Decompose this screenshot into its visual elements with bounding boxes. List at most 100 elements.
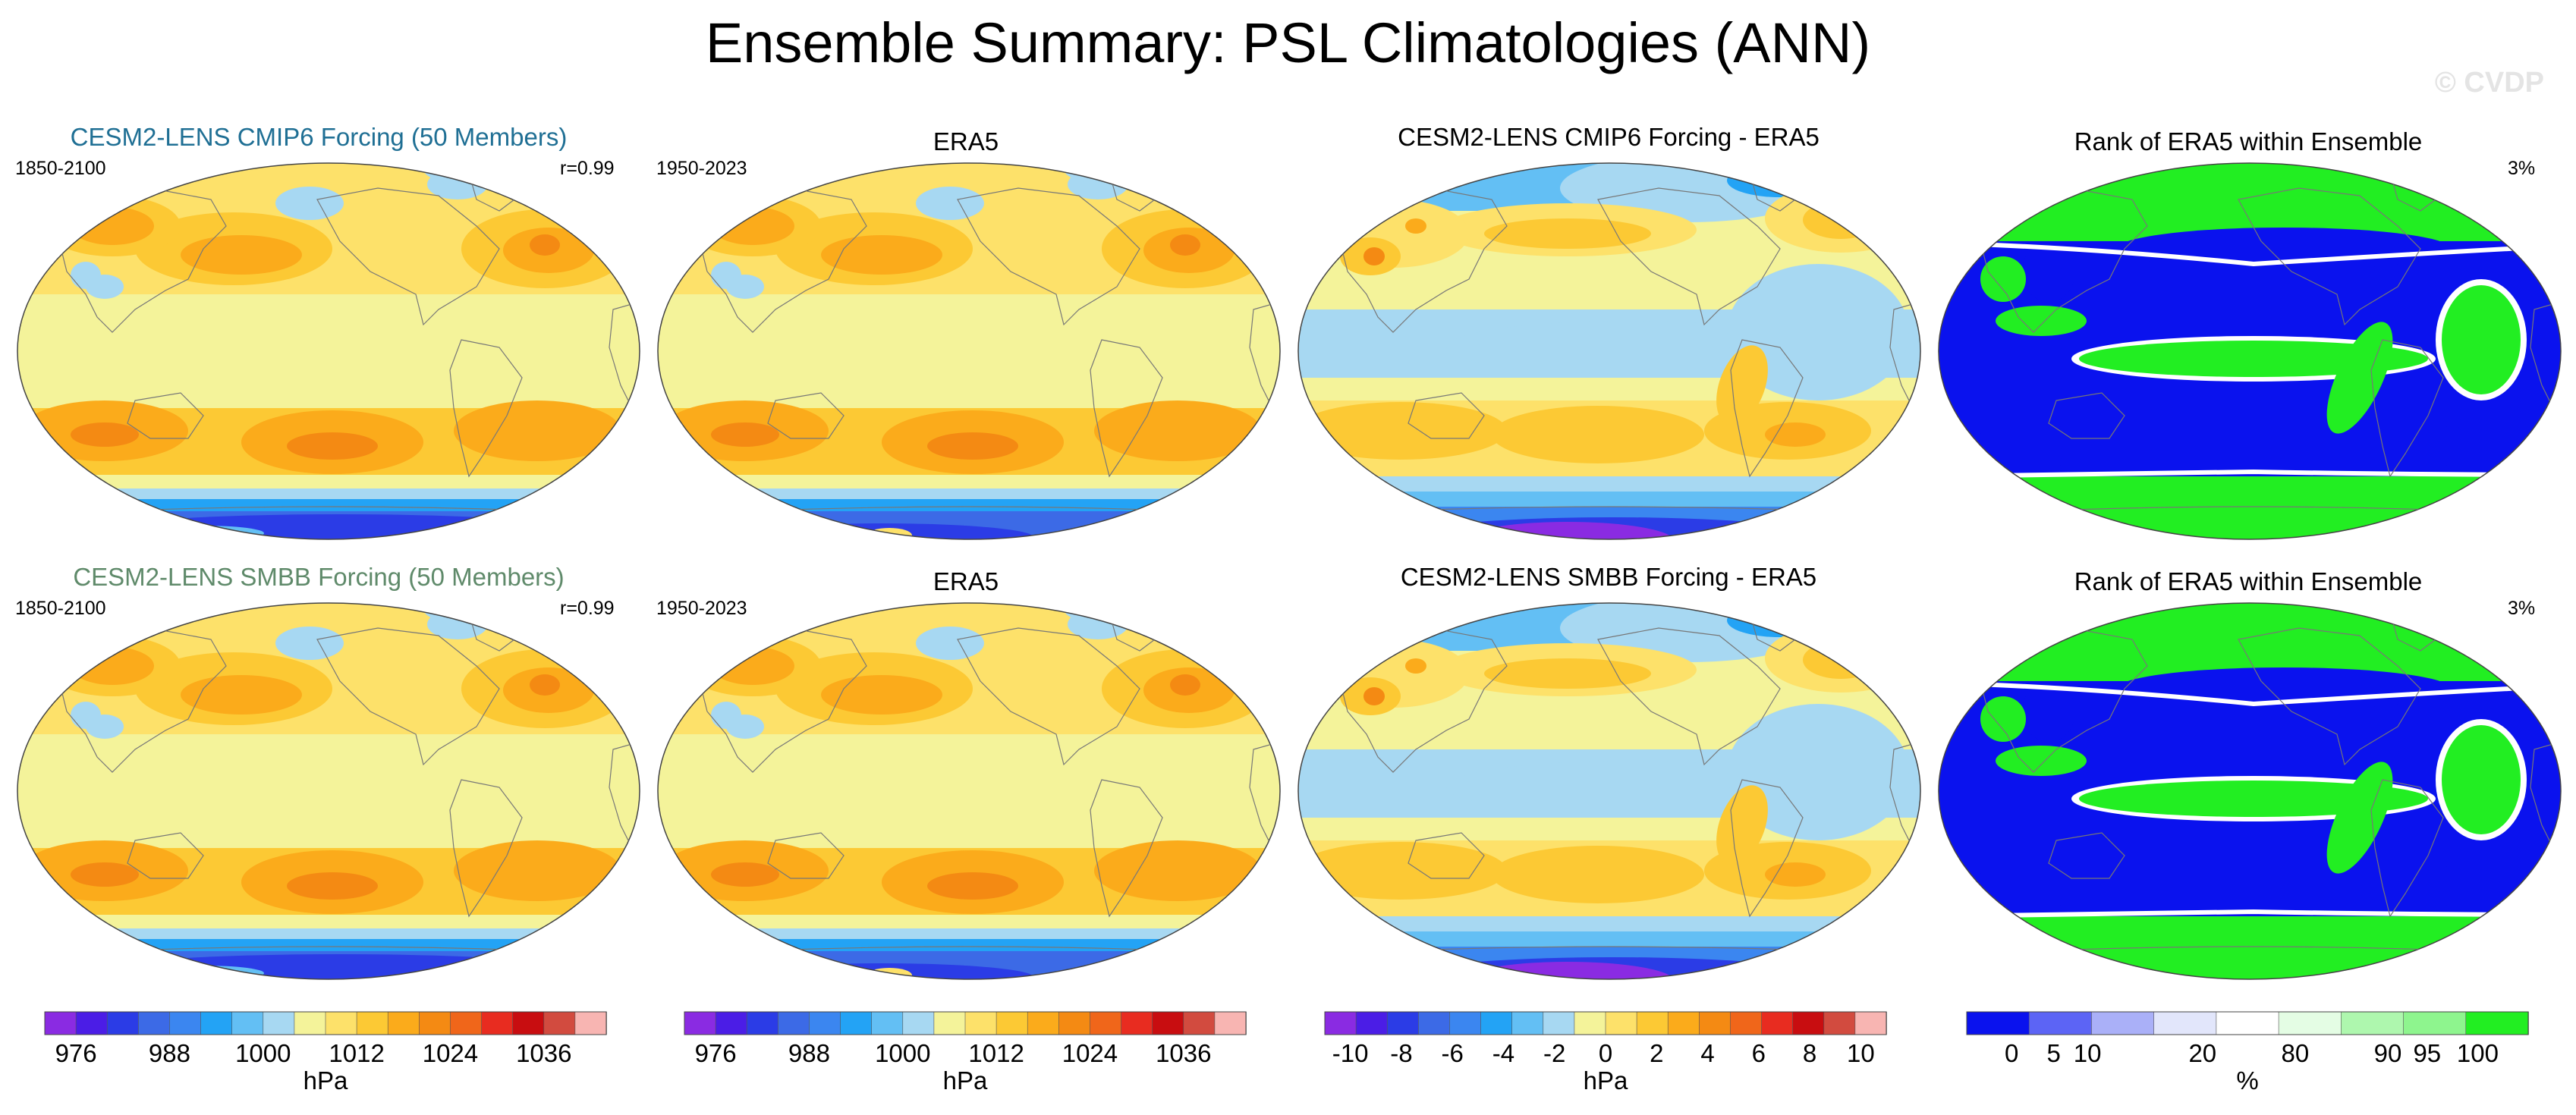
colorbar-psl-2-tick-label: 1012 xyxy=(968,1039,1024,1067)
panel-title-r1c4: Rank of ERA5 within Ensemble xyxy=(2074,127,2423,155)
colorbar-diff-swatch xyxy=(1823,1011,1856,1035)
colorbar-psl-2-tick-label: 1000 xyxy=(875,1039,930,1067)
colorbar-psl-1-tick-label: 988 xyxy=(149,1039,190,1067)
panel-title-r1c1: CESM2-LENS CMIP6 Forcing (50 Members) xyxy=(70,123,568,151)
colorbar-diff-tick-label: 4 xyxy=(1700,1039,1714,1067)
colorbar-rank-tick-label: 80 xyxy=(2282,1039,2310,1067)
period-label-r1c1: 1850-2100 xyxy=(15,158,106,179)
colorbar-diff-swatch xyxy=(1480,1011,1513,1035)
colorbar-psl-2: 976 988 1000 1012 1024 1036 hPa xyxy=(684,1011,1247,1095)
colorbar-diff-tick-label: -2 xyxy=(1543,1039,1565,1067)
colorbar-rank-swatch xyxy=(2403,1011,2467,1035)
map-r1c2 xyxy=(657,162,1281,540)
colorbar-diff-swatch xyxy=(1418,1011,1451,1035)
colorbar-psl-2-swatch xyxy=(964,1011,997,1035)
colorbar-rank-tick-label: 95 xyxy=(2413,1039,2441,1067)
colorbar-psl-2-swatch xyxy=(746,1011,779,1035)
stat-label-r2c1: r=0.99 xyxy=(560,598,615,619)
colorbar-psl-2-swatch xyxy=(871,1011,904,1035)
colorbar-psl-2-swatch xyxy=(1090,1011,1122,1035)
colorbar-diff-swatch xyxy=(1699,1011,1731,1035)
colorbar-diff-swatch xyxy=(1324,1011,1357,1035)
colorbar-diff-tick-label: -10 xyxy=(1332,1039,1369,1067)
colorbar-diff-swatch xyxy=(1386,1011,1420,1035)
period-label-r2c1: 1850-2100 xyxy=(15,598,106,619)
colorbar-psl-2-swatch xyxy=(715,1011,748,1035)
colorbar-diff-tick-label: -6 xyxy=(1442,1039,1464,1067)
period-label-r2c2: 1950-2023 xyxy=(656,598,747,619)
colorbar-psl-1-swatch xyxy=(263,1011,295,1035)
colorbar-diff-swatch xyxy=(1605,1011,1637,1035)
colorbar-rank-swatch xyxy=(2091,1011,2155,1035)
colorbar-diff-swatch xyxy=(1355,1011,1389,1035)
colorbar-diff-tick-label: 10 xyxy=(1847,1039,1875,1067)
colorbar-diff-tick-label: 6 xyxy=(1752,1039,1766,1067)
colorbar-psl-1-swatch xyxy=(44,1011,77,1035)
colorbar-psl-1-tick-label: 1012 xyxy=(329,1039,384,1067)
colorbar-psl-1-swatch xyxy=(138,1011,171,1035)
stat-label-r1c1: r=0.99 xyxy=(560,158,615,179)
colorbar-psl-2-swatch xyxy=(933,1011,966,1035)
colorbar-psl-1-swatch xyxy=(106,1011,140,1035)
colorbar-psl-1-swatch xyxy=(75,1011,109,1035)
colorbar-psl-1-units-label: hPa xyxy=(304,1066,348,1095)
colorbar-rank-tick-label: 20 xyxy=(2188,1039,2216,1067)
panel-title-r1c3: CESM2-LENS CMIP6 Forcing - ERA5 xyxy=(1398,123,1820,151)
colorbar-rank-swatch xyxy=(2465,1011,2529,1035)
colorbar-psl-1-tick-label: 1000 xyxy=(235,1039,291,1067)
panel-title-r2c2: ERA5 xyxy=(933,567,999,595)
colorbar-psl-1-swatch xyxy=(169,1011,202,1035)
colorbar-diff-swatch xyxy=(1449,1011,1482,1035)
colorbar-psl-1-swatch xyxy=(419,1011,451,1035)
colorbar-rank-tick-label: 0 xyxy=(2005,1039,2018,1067)
colorbar-psl-1-swatch xyxy=(574,1011,607,1035)
colorbar-psl-1-tick-label: 976 xyxy=(55,1039,97,1067)
colorbar-psl-1-swatch xyxy=(387,1011,420,1035)
colorbar-psl-2-tick-label: 1024 xyxy=(1062,1039,1118,1067)
colorbar-psl-1-swatch xyxy=(481,1011,514,1035)
colorbar-psl-2-swatch xyxy=(809,1011,841,1035)
colorbar-psl-2-swatch xyxy=(1027,1011,1060,1035)
colorbar-psl-2-swatch xyxy=(1058,1011,1091,1035)
colorbar-psl-2-swatch xyxy=(902,1011,935,1035)
stat-label-r2c4: 3% xyxy=(2508,598,2536,619)
colorbar-psl-1-swatch xyxy=(325,1011,357,1035)
colorbar-psl-1-swatch xyxy=(512,1011,545,1035)
period-label-r1c2: 1950-2023 xyxy=(656,158,747,179)
colorbar-rank-swatch xyxy=(2341,1011,2405,1035)
colorbar-psl-2-swatch xyxy=(778,1011,810,1035)
colorbar-diff-swatch xyxy=(1574,1011,1606,1035)
colorbar-psl-2-tick-label: 976 xyxy=(695,1039,737,1067)
colorbar-diff-tick-label: 0 xyxy=(1599,1039,1612,1067)
panel-title-r2c3: CESM2-LENS SMBB Forcing - ERA5 xyxy=(1400,563,1817,591)
colorbar-diff: -10 -8 -6 -4 -2 0 2 4 6 8 10 hPa xyxy=(1324,1011,1887,1095)
colorbar-diff-swatch xyxy=(1667,1011,1700,1035)
colorbar-diff-tick-label: -8 xyxy=(1390,1039,1412,1067)
map-r2c3 xyxy=(1297,602,1921,980)
colorbar-psl-2-tick-label: 988 xyxy=(788,1039,830,1067)
map-r2c4 xyxy=(1938,602,2562,980)
figure-title: Ensemble Summary: PSL Climatologies (ANN… xyxy=(705,11,1871,74)
colorbar-psl-2-swatch xyxy=(840,1011,873,1035)
colorbar-psl-2-swatch xyxy=(995,1011,1029,1035)
colorbar-psl-1-swatch xyxy=(543,1011,576,1035)
colorbar-diff-units-label: hPa xyxy=(1584,1066,1628,1095)
colorbar-psl-1: 976 988 1000 1012 1024 1036 hPa xyxy=(44,1011,607,1095)
colorbar-psl-1-tick-label: 1036 xyxy=(516,1039,571,1067)
colorbar-rank: 0 5 10 20 80 90 95 100% xyxy=(1966,1011,2529,1095)
colorbar-rank-swatch xyxy=(2278,1011,2342,1035)
colorbar-diff-swatch xyxy=(1543,1011,1575,1035)
colorbar-rank-swatch xyxy=(2216,1011,2279,1035)
panel-title-r2c1: CESM2-LENS SMBB Forcing (50 Members) xyxy=(73,563,565,591)
colorbar-psl-2-tick-label: 1036 xyxy=(1156,1039,1211,1067)
colorbar-psl-2-swatch xyxy=(1152,1011,1184,1035)
colorbar-rank-tick-label: 10 xyxy=(2074,1039,2102,1067)
panel-title-r1c2: ERA5 xyxy=(933,127,999,155)
stat-label-r1c4: 3% xyxy=(2508,158,2536,179)
colorbar-diff-swatch xyxy=(1854,1011,1887,1035)
colorbar-psl-2-swatch xyxy=(684,1011,716,1035)
colorbar-diff-tick-label: 2 xyxy=(1650,1039,1663,1067)
colorbar-psl-1-tick-label: 1024 xyxy=(423,1039,478,1067)
cvdp-watermark: © CVDP xyxy=(2434,67,2544,99)
colorbar-psl-2-units-label: hPa xyxy=(943,1066,988,1095)
